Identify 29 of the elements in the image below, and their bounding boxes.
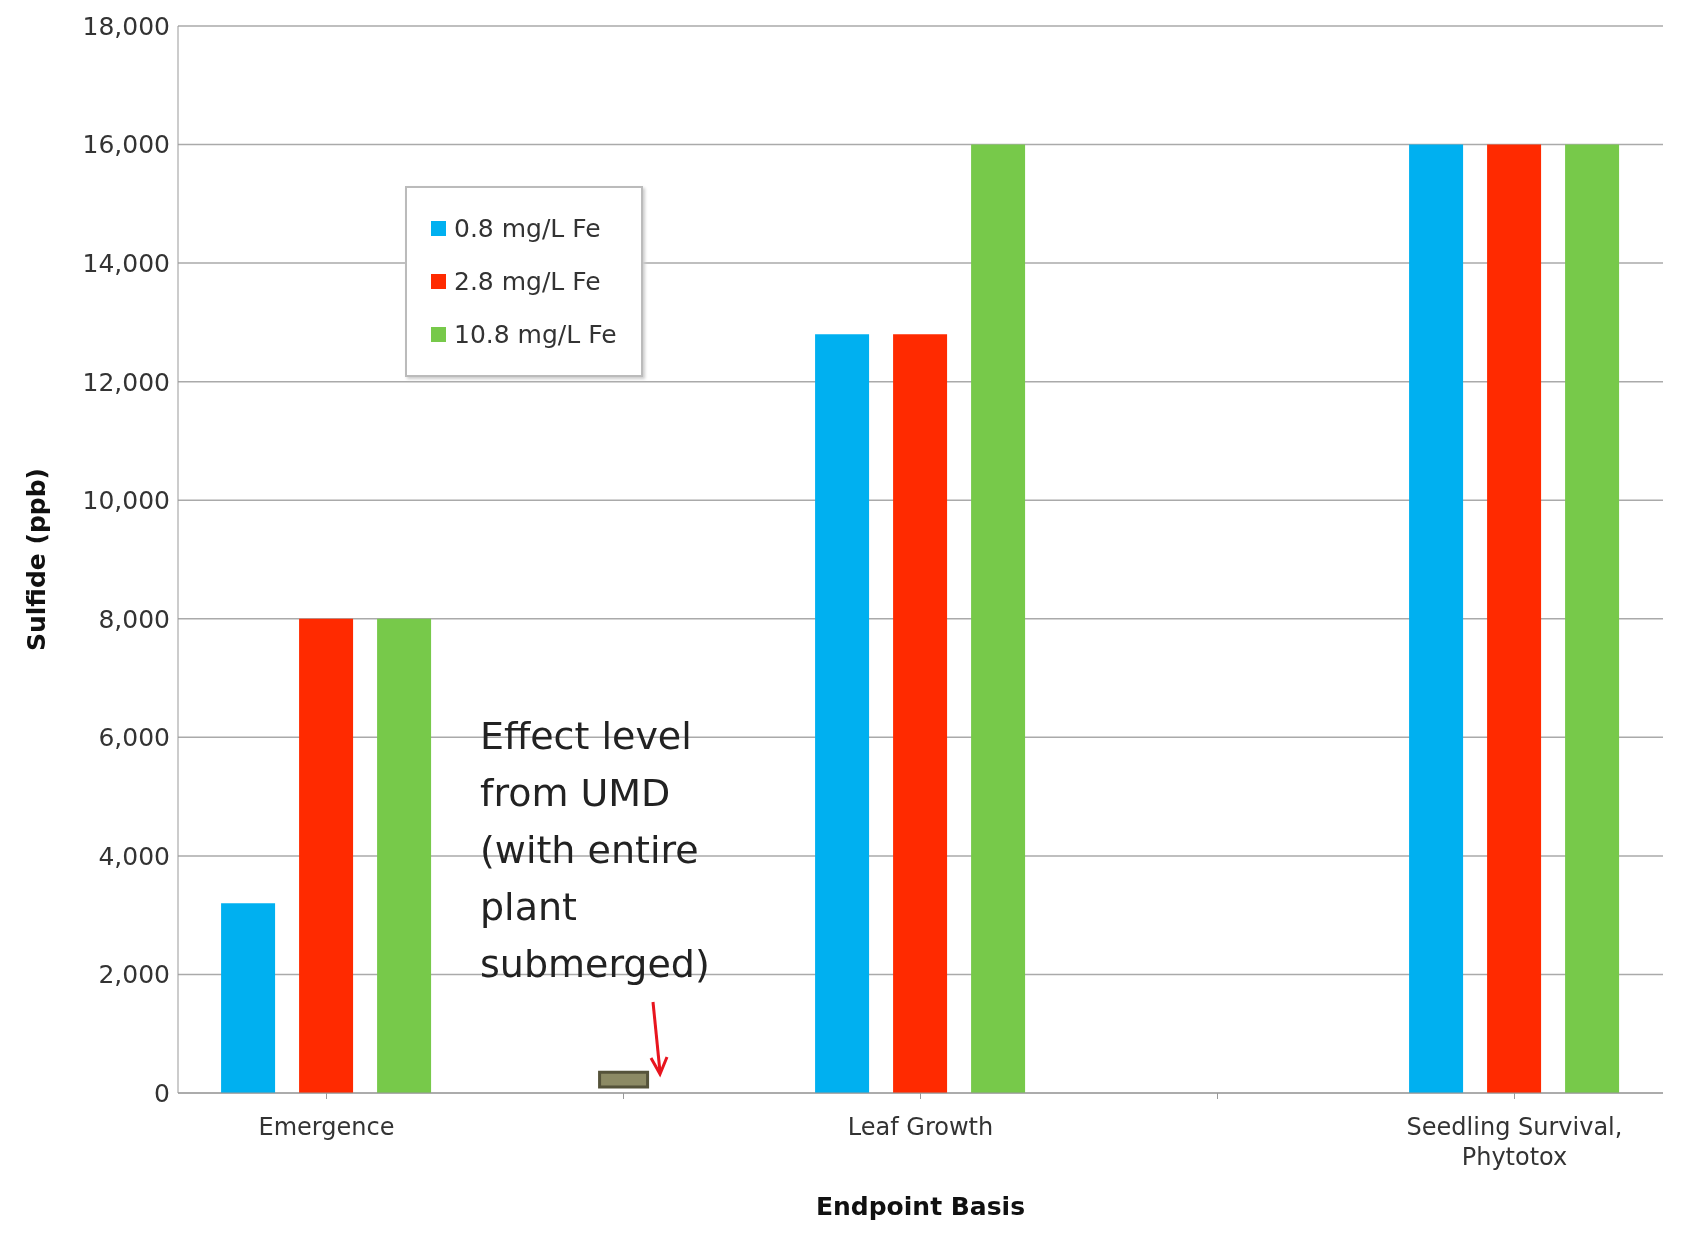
annotation: Effect level from UMD (with entire plant submerged): [480, 713, 711, 988]
y-tick-label: 18,000: [82, 11, 170, 41]
bar: [221, 903, 276, 1093]
y-tick-label: 12,000: [82, 367, 170, 397]
y-tick-label: 14,000: [82, 248, 170, 278]
y-tick-label: 8,000: [98, 604, 170, 634]
y-tick-label: 2,000: [98, 960, 170, 990]
y-axis-title: Sulfide (ppb): [21, 468, 51, 651]
x-tick-label: Seedling Survival, Phytotox: [1406, 1113, 1623, 1171]
bar: [893, 334, 948, 1093]
y-tick-label: 4,000: [98, 841, 170, 871]
bar: [377, 618, 432, 1093]
bar: [299, 618, 354, 1093]
y-tick-label: 10,000: [82, 486, 170, 516]
x-tick-label: Emergence: [258, 1113, 395, 1141]
y-tick-label: 16,000: [82, 130, 170, 160]
x-axis-title: Endpoint Basis: [815, 1192, 1026, 1221]
bar: [971, 144, 1026, 1093]
y-tick-label: 0: [154, 1078, 170, 1108]
legend-label: 2.8 mg/L Fe: [453, 266, 602, 298]
legend-label: 0.8 mg/L Fe: [453, 213, 602, 245]
y-tick-label: 6,000: [98, 723, 170, 753]
bar: [815, 334, 870, 1093]
bar: [1409, 144, 1464, 1093]
bar: [1565, 144, 1620, 1093]
x-tick-label: Leaf Growth: [847, 1113, 994, 1141]
bar: [598, 1070, 650, 1089]
legend-label: 10.8 mg/L Fe: [453, 319, 617, 351]
bar: [1487, 144, 1542, 1093]
